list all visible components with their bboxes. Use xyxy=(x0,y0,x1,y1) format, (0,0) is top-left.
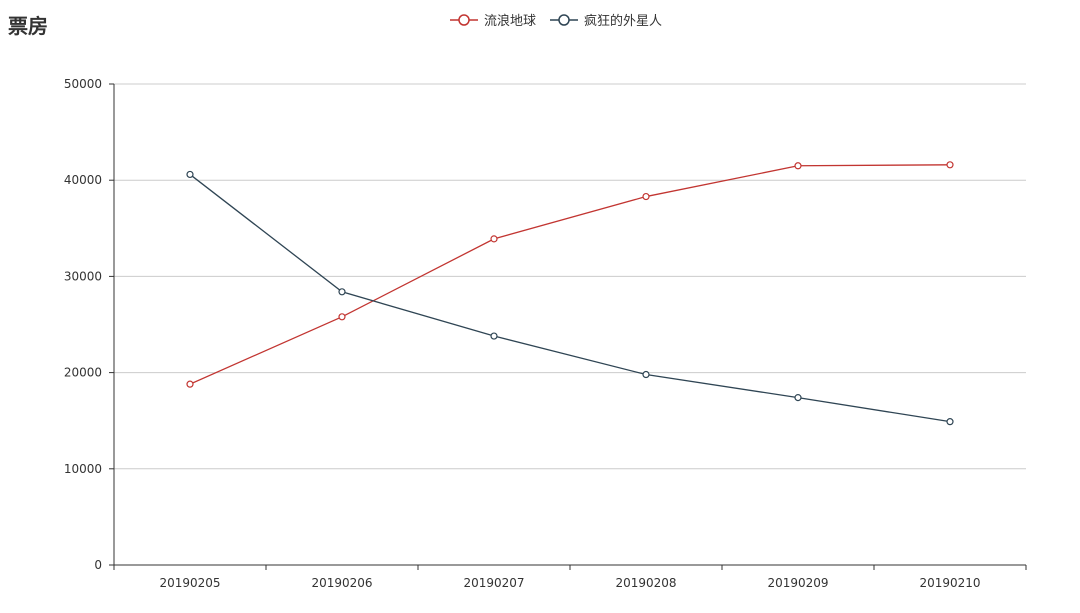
x-tick-label: 20190210 xyxy=(919,576,980,590)
y-tick-label: 50000 xyxy=(64,77,102,91)
x-tick-label: 20190208 xyxy=(615,576,676,590)
series-line-1 xyxy=(189,173,951,423)
data-point-1 xyxy=(642,370,650,379)
data-point-1 xyxy=(186,170,194,179)
data-point-0 xyxy=(946,161,954,169)
y-tick-label: 0 xyxy=(94,558,102,572)
x-tick-label: 20190207 xyxy=(463,576,524,590)
y-tick-label: 20000 xyxy=(64,366,102,380)
legend-swatch-fengkuang xyxy=(550,13,579,26)
legend-swatch-liulang xyxy=(450,13,478,26)
chart-title: 票房 xyxy=(8,14,48,38)
data-point-1 xyxy=(794,394,802,402)
data-point-1 xyxy=(490,332,498,340)
data-point-0 xyxy=(490,235,498,243)
legend-label-liulang: 流浪地球 xyxy=(484,14,537,29)
y-tick-label: 30000 xyxy=(64,269,102,283)
data-point-0 xyxy=(338,313,346,321)
data-point-1 xyxy=(946,418,954,426)
data-point-0 xyxy=(642,192,650,201)
y-tick-label: 40000 xyxy=(64,173,102,187)
series-line-0 xyxy=(189,164,951,385)
legend-label-fengkuang: 疯狂的外星人 xyxy=(584,14,663,29)
data-point-0 xyxy=(186,380,194,388)
x-tick-label: 20190205 xyxy=(159,576,220,590)
data-point-0 xyxy=(794,162,802,170)
legend-item-fengkuang[interactable]: 疯狂的外星人 xyxy=(550,10,662,29)
legend-item-liulang[interactable]: 流浪地球 xyxy=(450,10,536,29)
x-tick-label: 20190206 xyxy=(311,576,372,590)
x-tick-label: 20190209 xyxy=(767,576,828,590)
legend: 流浪地球 疯狂的外星人 xyxy=(450,10,662,29)
y-tick-label: 10000 xyxy=(64,462,102,476)
data-point-1 xyxy=(338,288,346,296)
